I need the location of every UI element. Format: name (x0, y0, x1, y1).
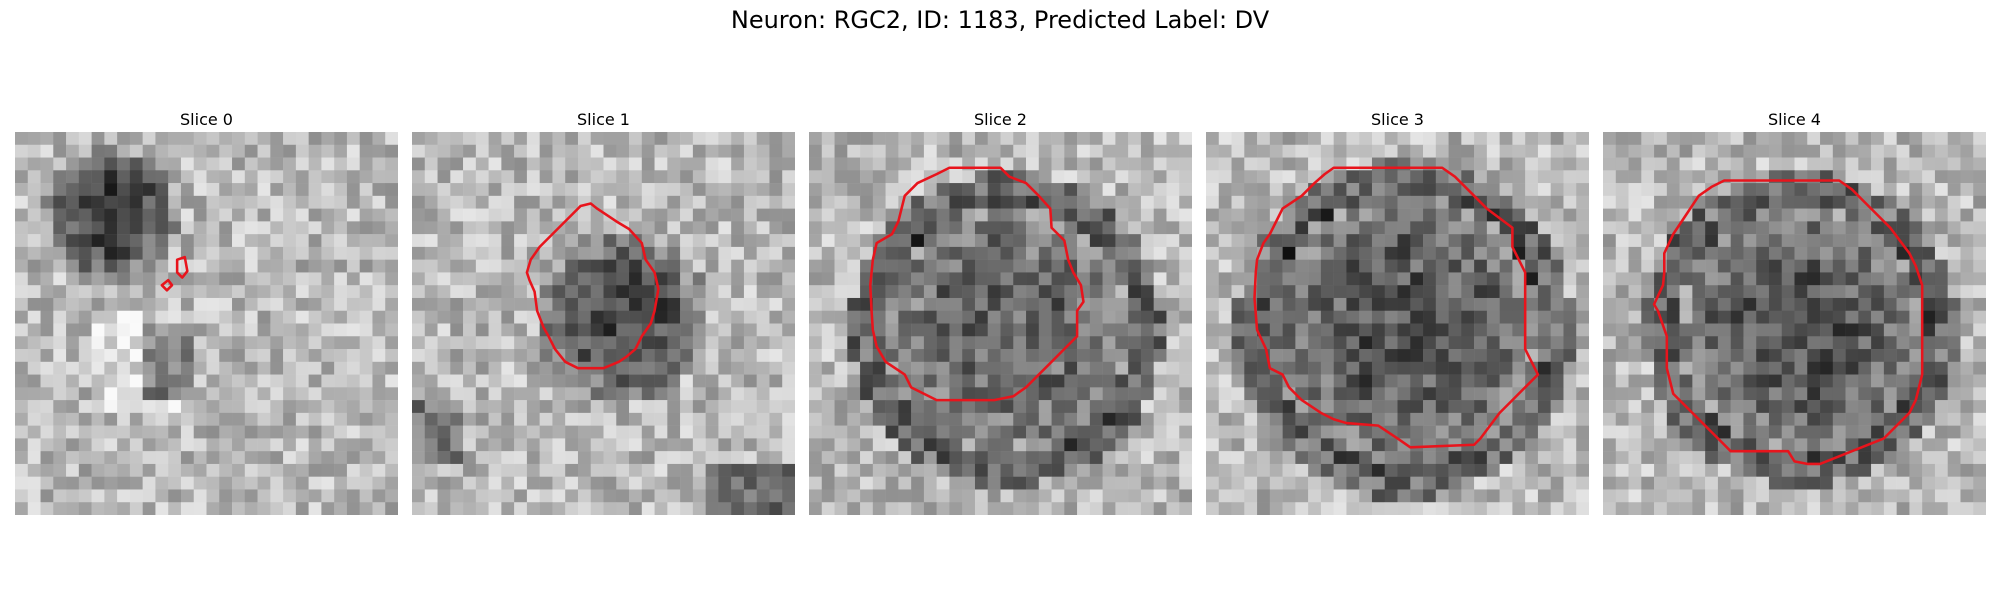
slice-panel-0: Slice 0 (15, 108, 398, 515)
slice-panel-2: Slice 2 (809, 108, 1192, 515)
slice-title-2: Slice 2 (974, 110, 1027, 129)
slice-title-3: Slice 3 (1371, 110, 1424, 129)
slice-image-1 (412, 132, 795, 515)
segmentation-contour-1-0 (525, 202, 660, 370)
slice-panel-3: Slice 3 (1206, 108, 1589, 515)
slice-title-1: Slice 1 (577, 110, 630, 129)
slice-image-3 (1206, 132, 1589, 515)
slice-panel-1: Slice 1 (412, 108, 795, 515)
segmentation-contour-3-0 (1253, 166, 1540, 449)
pixel-grid-0 (15, 132, 398, 515)
segmentation-contour-2-0 (869, 166, 1085, 402)
slice-image-0 (15, 132, 398, 515)
segmentation-contour-0-0 (175, 255, 189, 279)
slice-image-4 (1603, 132, 1986, 515)
pixel-grid-3 (1206, 132, 1589, 515)
figure-title: Neuron: RGC2, ID: 1183, Predicted Label:… (730, 6, 1270, 34)
pixel-grid-2 (809, 132, 1192, 515)
slice-image-2 (809, 132, 1192, 515)
slice-title-0: Slice 0 (180, 110, 233, 129)
pixel-grid-1 (412, 132, 795, 515)
slice-title-4: Slice 4 (1768, 110, 1821, 129)
pixel-grid-4 (1603, 132, 1986, 515)
segmentation-contour-0-1 (160, 278, 174, 292)
segmentation-contour-4-0 (1652, 179, 1924, 466)
slice-panel-4: Slice 4 (1603, 108, 1986, 515)
